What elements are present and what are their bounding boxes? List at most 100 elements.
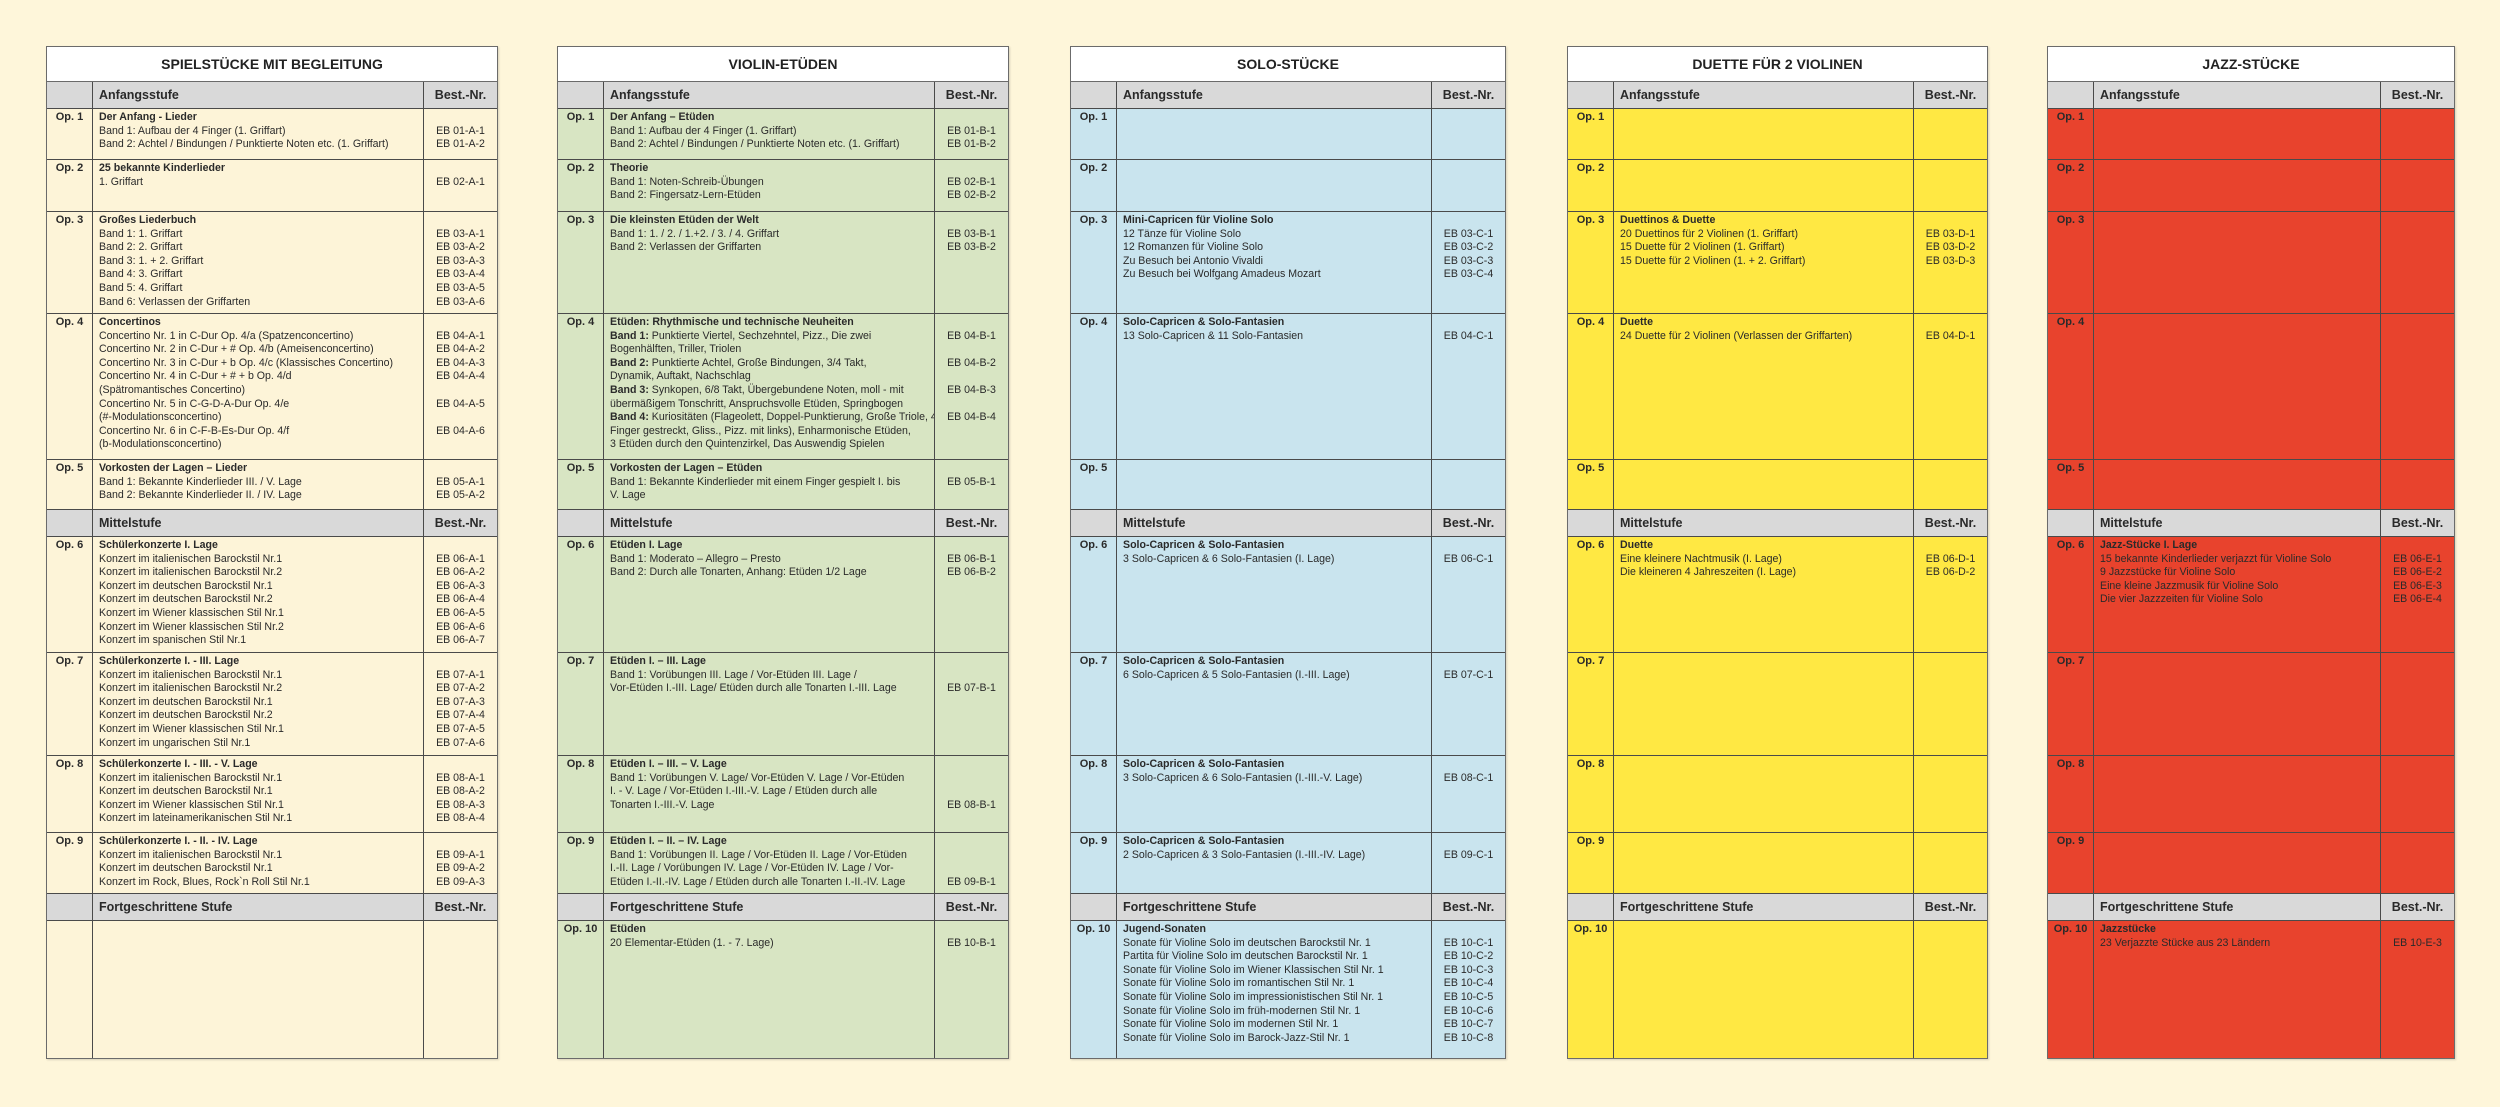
order-number-spacer — [2381, 923, 2454, 937]
opus-number: Op. 9 — [47, 833, 93, 893]
order-number-cell: EB 04-A-1 EB 04-A-2 EB 04-A-3 EB 04-A-4 EB 0… — [424, 314, 497, 459]
title-cell — [2094, 833, 2381, 893]
order-number: EB 03-A-4 — [436, 268, 485, 281]
item-text: Konzert im Wiener klassischen Stil Nr.1 — [99, 722, 284, 735]
section-label: Anfangsstufe — [1117, 82, 1432, 108]
opus-number: Op. 2 — [558, 160, 604, 211]
section-nr-label: Best.-Nr. — [434, 900, 487, 914]
order-number-spacer — [935, 758, 1008, 772]
title-cell — [1614, 921, 1914, 1058]
item-text: Band 2: Achtel / Bindungen / Punktierte … — [610, 138, 900, 151]
section-nr-label: Best.-Nr. — [945, 516, 998, 530]
section-label: Mittelstufe — [93, 510, 424, 536]
table-row: Op. 1 — [1071, 109, 1505, 160]
work-title: Etüden I. – III. Lage — [610, 655, 706, 667]
table-row: Op. 4 Etüden: Rhythmische und technische … — [558, 314, 1008, 460]
table-row: Op. 5 Vorkosten der Lagen – Lieder Band 1:… — [47, 460, 497, 510]
item-text: 3 Solo-Capricen & 6 Solo-Fantasien (I. L… — [1123, 552, 1335, 565]
item-text: 2 Solo-Capricen & 3 Solo-Fantasien (I.-I… — [1123, 848, 1366, 861]
order-number-cell — [2381, 460, 2454, 509]
title-cell: Jugend-Sonaten Sonate für Violine Solo im… — [1117, 921, 1432, 1058]
item-text: Concertino Nr. 6 in C-F-B-Es-Dur Op. 4/f — [99, 424, 290, 437]
table-row: Op. 3 Mini-Capricen für Violine Solo 12 Tä… — [1071, 212, 1505, 314]
order-number-cell — [1914, 109, 1987, 159]
order-number: EB 07-A-2 — [436, 682, 485, 695]
title-cell — [1614, 460, 1914, 509]
order-number: EB 03-A-1 — [436, 227, 485, 240]
order-number: EB 09-B-1 — [947, 875, 996, 888]
table-row: Op. 6 Duette Eine kleinere Nachtmusik (I. … — [1568, 537, 1987, 653]
table-row: Op. 5 Vorkosten der Lagen – Etüden Band 1:… — [558, 460, 1008, 510]
table-row — [47, 921, 497, 1058]
order-number-cell: EB 06-B-1 EB 06-B-2 — [935, 537, 1008, 652]
section-header: Fortgeschrittene Stufe Best.-Nr. — [2048, 894, 2454, 921]
order-number: EB 03-A-6 — [436, 295, 485, 308]
work-title: Etüden I. – III. – V. Lage — [610, 758, 727, 770]
title-cell — [1117, 160, 1432, 211]
item-text: (Spätromantisches Concertino) — [99, 383, 246, 396]
opus-number: Op. 1 — [558, 109, 604, 159]
order-number-cell: EB 10-B-1 — [935, 921, 1008, 1058]
order-number-cell: EB 06-C-1 — [1432, 537, 1505, 652]
table-title: DUETTE FÜR 2 VIOLINEN — [1568, 47, 1987, 82]
opus-number: Op. 4 — [558, 314, 604, 459]
order-number: EB 09-A-2 — [436, 862, 485, 875]
opus-number: Op. 4 — [1071, 314, 1117, 459]
opus-number: Op. 4 — [1568, 314, 1614, 459]
opus-number: Op. 9 — [1568, 833, 1614, 893]
order-number: EB 04-B-3 — [947, 383, 996, 396]
order-number: EB 09-A-3 — [436, 875, 485, 888]
title-cell — [2094, 314, 2381, 459]
order-number-spacer — [424, 316, 497, 330]
item-text: Band 2: Verlassen der Griffarten — [610, 241, 762, 254]
order-number-spacer — [2381, 539, 2454, 553]
section-header: Anfangsstufe Best.-Nr. — [47, 82, 497, 109]
order-number: EB 06-A-2 — [436, 566, 485, 579]
order-number-cell: EB 08-A-1 EB 08-A-2 EB 08-A-3 EB 08-A-4 — [424, 756, 497, 832]
table-row: Op. 5 — [1071, 460, 1505, 510]
order-number-spacer — [935, 111, 1008, 125]
section-header-op-cell — [558, 894, 604, 920]
table-row: Op. 7 Etüden I. – III. Lage Band 1: Vorübu… — [558, 653, 1008, 756]
section-header: Mittelstufe Best.-Nr. — [558, 510, 1008, 537]
order-number: EB 08-A-4 — [436, 812, 485, 825]
section-label: Anfangsstufe — [604, 82, 935, 108]
item-text: 15 Duette für 2 Violinen (1. Griffart) — [1620, 241, 1785, 254]
title-cell — [1117, 460, 1432, 509]
order-number: EB 03-B-2 — [947, 241, 996, 254]
item-text: Band 1: Punktierte Viertel, Sechzehntel,… — [610, 330, 934, 344]
order-number-spacer — [935, 214, 1008, 228]
order-number: EB 04-C-1 — [1443, 329, 1494, 342]
section-label: Anfangsstufe — [1614, 82, 1914, 108]
section-label: Anfangsstufe — [93, 82, 424, 108]
work-title: Solo-Capricen & Solo-Fantasien — [1123, 316, 1285, 328]
table-row: Op. 4 — [2048, 314, 2454, 460]
order-number-spacer — [1432, 539, 1505, 553]
work-title: Jazz-Stücke I. Lage — [2100, 539, 2198, 551]
order-number-cell: EB 04-D-1 — [1914, 314, 1987, 459]
title-cell — [1614, 160, 1914, 211]
order-number-cell — [1914, 653, 1987, 755]
item-text: Band 1: Noten-Schreib-Übungen — [610, 175, 764, 188]
item-text: Konzert im italienischen Barockstil Nr.2 — [99, 566, 283, 579]
order-number — [935, 489, 1008, 503]
order-number-spacer — [1432, 758, 1505, 772]
order-number-cell: EB 07-A-1 EB 07-A-2 EB 07-A-3 EB 07-A-4 EB 0… — [424, 653, 497, 755]
order-number-cell: EB 04-C-1 — [1432, 314, 1505, 459]
work-title: Vorkosten der Lagen – Lieder — [99, 462, 248, 474]
work-title: Jazzstücke — [2100, 923, 2156, 935]
table-row: Op. 1 — [1568, 109, 1987, 160]
table-row: Op. 10 Etüden 20 Elementar-Etüden (1. - 7.… — [558, 921, 1008, 1058]
opus-number: Op. 5 — [1568, 460, 1614, 509]
order-number: EB 01-B-2 — [947, 138, 996, 151]
work-title: Großes Liederbuch — [99, 214, 197, 226]
order-number: EB 06-A-6 — [436, 620, 485, 633]
title-cell: Großes Liederbuch Band 1: 1. Griffart Band… — [93, 212, 424, 313]
order-number: EB 04-A-6 — [436, 424, 485, 437]
title-cell — [1614, 756, 1914, 832]
order-number — [935, 772, 1008, 786]
item-text: 24 Duette für 2 Violinen (Verlassen der … — [1620, 329, 1853, 342]
item-text: Konzert im deutschen Barockstil Nr.1 — [99, 862, 273, 875]
order-number — [424, 411, 497, 425]
order-number-cell — [1914, 921, 1987, 1058]
